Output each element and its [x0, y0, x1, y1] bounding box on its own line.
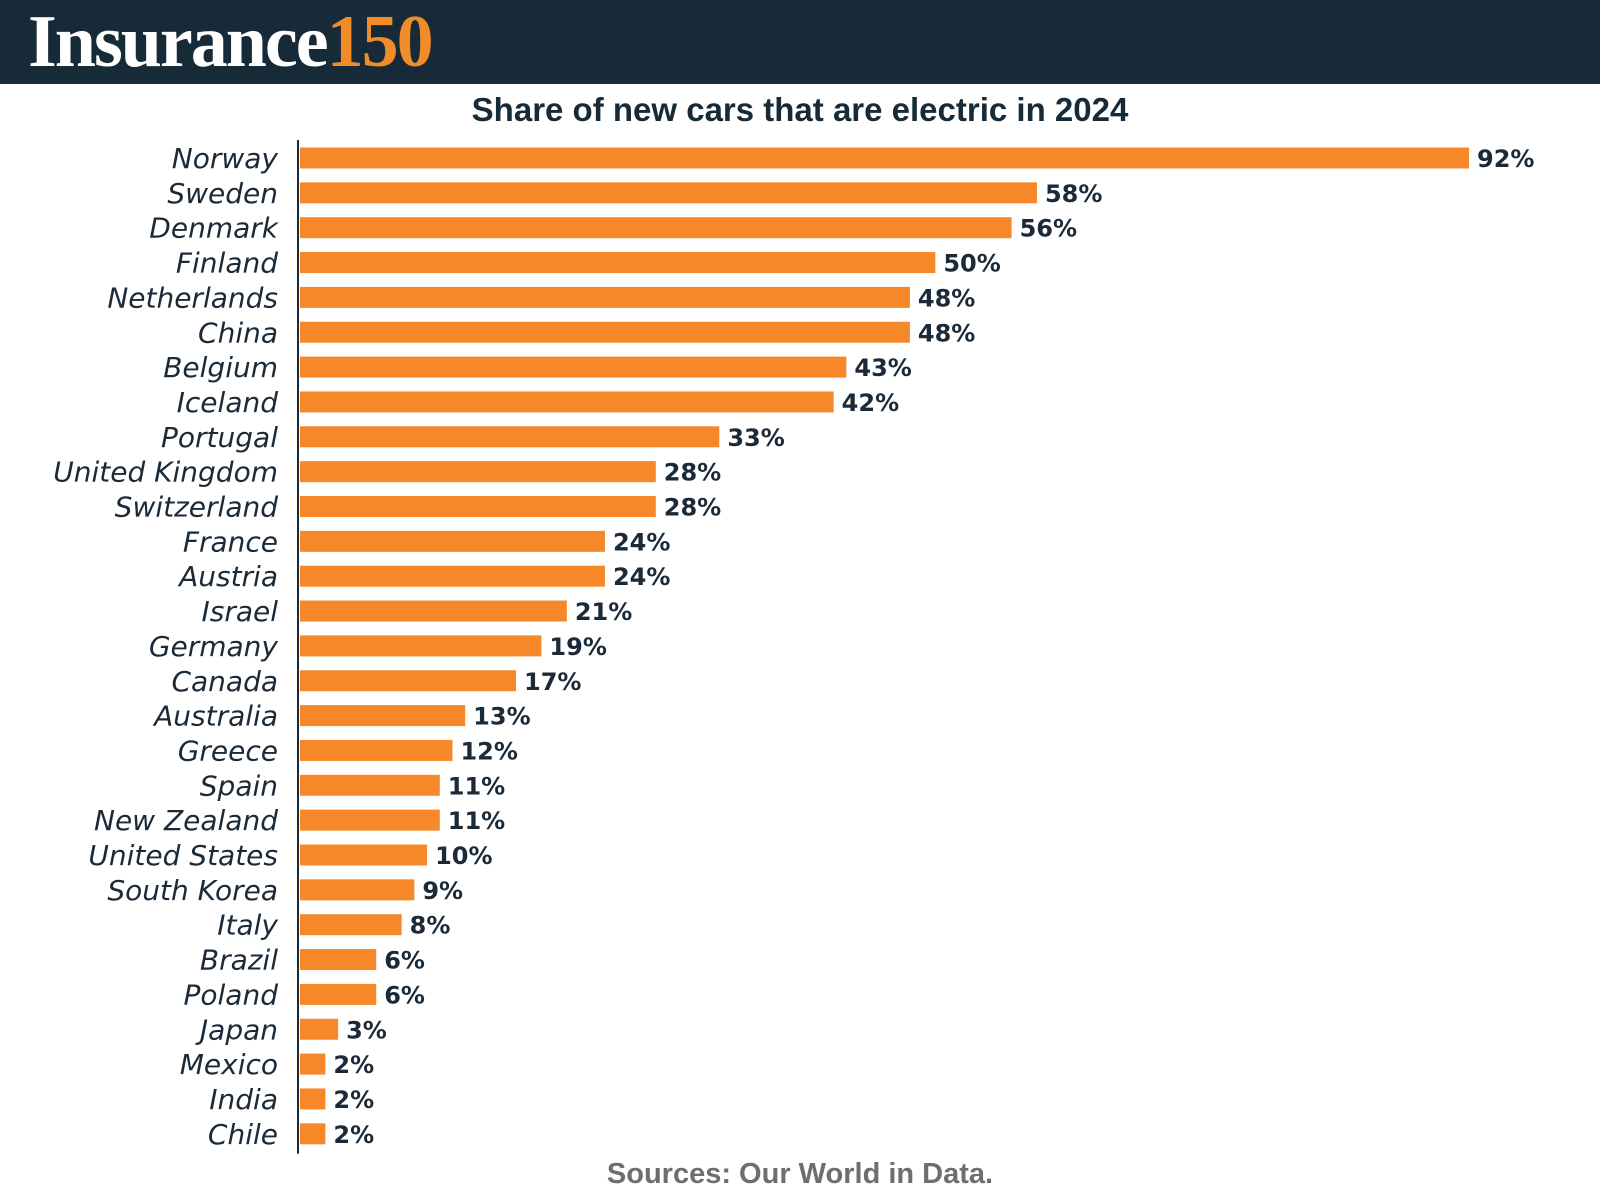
category-label-switzerland: Switzerland	[115, 491, 279, 524]
value-label-brazil: 6%	[384, 947, 425, 975]
category-label-netherlands: Netherlands	[107, 281, 278, 314]
bar-south-korea	[300, 879, 415, 901]
category-label-israel: Israel	[201, 595, 278, 628]
value-label-belgium: 43%	[854, 354, 911, 382]
bar-iceland	[300, 391, 834, 413]
value-label-new-zealand: 11%	[448, 807, 505, 835]
bar-china	[300, 321, 910, 343]
bar-switzerland	[300, 496, 656, 517]
category-label-greece: Greece	[178, 734, 278, 767]
category-label-poland: Poland	[184, 978, 279, 1011]
value-label-france: 24%	[613, 528, 670, 556]
bar-norway	[300, 147, 1469, 169]
category-label-iceland: Iceland	[177, 386, 279, 419]
bar-new-zealand	[300, 809, 440, 831]
category-label-belgium: Belgium	[163, 351, 278, 384]
value-label-switzerland: 28%	[664, 494, 721, 522]
brand-number: 150	[326, 1, 434, 83]
category-label-denmark: Denmark	[149, 212, 279, 245]
category-label-united-kingdom: United Kingdom	[53, 456, 278, 489]
value-label-sweden: 58%	[1045, 180, 1102, 208]
value-label-germany: 19%	[549, 633, 606, 661]
bar-greece	[300, 739, 453, 761]
bar-spain	[300, 774, 440, 796]
category-label-norway: Norway	[172, 142, 279, 175]
value-label-iceland: 42%	[842, 389, 899, 417]
bar-mexico	[300, 1053, 326, 1075]
chart-title: Share of new cars that are electric in 2…	[471, 91, 1129, 128]
category-label-india: India	[209, 1083, 278, 1116]
bar-austria	[300, 565, 605, 587]
bar-belgium	[300, 356, 847, 378]
value-label-china: 48%	[918, 319, 975, 347]
value-label-spain: 11%	[448, 772, 505, 800]
value-label-austria: 24%	[613, 563, 670, 591]
bar-australia	[300, 705, 466, 727]
value-labels-group: 92%58%56%50%48%48%43%42%33%28%28%24%24%2…	[333, 145, 1534, 1149]
value-label-australia: 13%	[473, 703, 530, 731]
bar-italy	[300, 914, 402, 936]
category-label-new-zealand: New Zealand	[94, 804, 278, 837]
bar-poland	[300, 983, 377, 1005]
bar-japan	[300, 1018, 339, 1040]
value-label-denmark: 56%	[1020, 215, 1077, 243]
brand-name: Insurance	[28, 1, 329, 83]
value-label-mexico: 2%	[333, 1051, 374, 1079]
value-label-south-korea: 9%	[422, 877, 463, 905]
category-label-austria: Austria	[177, 560, 278, 593]
value-label-united-kingdom: 28%	[664, 459, 721, 487]
value-label-italy: 8%	[410, 912, 451, 940]
category-label-japan: Japan	[195, 1013, 278, 1046]
bar-united-states	[300, 844, 428, 866]
value-label-chile: 2%	[333, 1121, 374, 1149]
source-note: Sources: Our World in Data.	[606, 1158, 994, 1190]
category-label-south-korea: South Korea	[107, 874, 278, 907]
header-bar: Insurance150	[0, 0, 1600, 84]
category-label-brazil: Brazil	[200, 944, 278, 977]
category-label-chile: Chile	[208, 1118, 278, 1151]
value-label-canada: 17%	[524, 668, 581, 696]
value-label-netherlands: 48%	[918, 284, 975, 312]
bar-canada	[300, 670, 517, 692]
value-label-india: 2%	[333, 1086, 374, 1114]
bar-finland	[300, 252, 936, 274]
bar-united-kingdom	[300, 461, 656, 483]
bar-netherlands	[300, 286, 910, 308]
bar-india	[300, 1088, 326, 1110]
category-label-finland: Finland	[176, 247, 278, 280]
bar-france	[300, 530, 605, 552]
value-label-japan: 3%	[346, 1016, 387, 1044]
bar-denmark	[300, 217, 1012, 239]
category-label-italy: Italy	[217, 909, 278, 942]
value-label-united-states: 10%	[435, 842, 492, 870]
bar-sweden	[300, 182, 1037, 204]
category-label-canada: Canada	[171, 665, 278, 698]
category-label-australia: Australia	[152, 700, 278, 733]
bar-portugal	[300, 426, 720, 448]
category-label-united-states: United States	[88, 839, 278, 872]
category-label-spain: Spain	[200, 769, 278, 802]
value-label-portugal: 33%	[727, 424, 784, 452]
category-label-china: China	[198, 316, 278, 349]
brand-logo: Insurance150	[28, 1, 434, 83]
bars-group	[300, 147, 1469, 1145]
category-label-portugal: Portugal	[161, 421, 278, 454]
value-label-norway: 92%	[1477, 145, 1534, 173]
category-label-mexico: Mexico	[180, 1048, 278, 1081]
value-label-israel: 21%	[575, 598, 632, 626]
bar-chile	[300, 1123, 326, 1145]
category-label-germany: Germany	[149, 630, 279, 663]
value-label-greece: 12%	[460, 737, 517, 765]
bar-israel	[300, 600, 567, 622]
value-label-finland: 50%	[943, 250, 1000, 278]
bar-germany	[300, 635, 542, 657]
bar-brazil	[300, 949, 377, 971]
category-label-sweden: Sweden	[167, 177, 278, 210]
value-label-poland: 6%	[384, 981, 425, 1009]
category-labels-group: NorwaySwedenDenmarkFinlandNetherlandsChi…	[53, 142, 280, 1151]
category-label-france: France	[183, 525, 278, 558]
